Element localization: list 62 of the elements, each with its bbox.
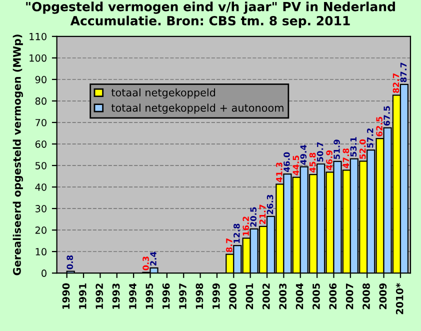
x-tick-label: 1992	[96, 284, 104, 309]
x-tick-label: 1994	[129, 283, 136, 309]
data-label: 26.3	[266, 194, 274, 214]
data-label: 57.2	[366, 128, 374, 148]
legend-label: totaal netgekoppeld	[111, 88, 216, 98]
x-tick-label: 2003	[279, 284, 287, 310]
data-label: 0.3	[142, 256, 149, 270]
data-label: 46.0	[284, 152, 290, 172]
x-tick-label: 1999	[212, 283, 220, 309]
data-label: 21.7	[259, 204, 266, 224]
x-tick-label: 2009	[379, 283, 387, 310]
data-label: 44.5	[292, 156, 300, 176]
data-label: 82.7	[392, 74, 400, 93]
y-tick-label: 100	[30, 54, 46, 62]
x-tick-label: 2005	[312, 283, 320, 310]
data-label: 41.3	[276, 162, 282, 182]
x-tick-label: 2010*	[396, 282, 404, 314]
x-tick-label: 1991	[79, 283, 86, 309]
data-label: 45.8	[309, 152, 316, 172]
data-label: 53.1	[350, 137, 357, 156]
y-tick-label: 30	[35, 205, 46, 212]
y-tick-label: 10	[36, 248, 46, 256]
data-label: 62.5	[376, 116, 382, 136]
data-label: 52.0	[359, 139, 366, 159]
data-label: 46.9	[326, 150, 332, 170]
data-label: 16.2	[242, 216, 249, 236]
x-tick-label: 2004	[296, 283, 304, 310]
x-tick-label: 2002	[262, 284, 270, 310]
x-tick-label: 1990	[62, 283, 70, 309]
y-tick-label: 60	[35, 140, 46, 148]
legend-label: totaal netgekoppeld + autonoom	[111, 104, 284, 114]
x-tick-label: 2006	[329, 283, 337, 310]
x-tick-label: 2008	[362, 283, 370, 310]
data-label: 51.9	[334, 140, 340, 160]
y-tick-label: 110	[30, 32, 46, 40]
y-tick-label: 50	[35, 162, 46, 170]
x-tick-label: 2007	[346, 284, 354, 310]
y-tick-label: 0	[42, 270, 46, 277]
chart-title: "Opgesteld vermogen eind v/h jaar" PV in Nederland Accumulatie. Bron: CBS tm. 8 sep. 2011	[26, 2, 395, 28]
y-tick-label: 20	[35, 226, 46, 234]
data-label: 20.5	[250, 207, 257, 227]
data-label: 2.4	[150, 252, 156, 266]
x-tick-label: 2001	[246, 283, 254, 310]
y-tick-label: 90	[35, 76, 46, 84]
data-label: 0.8	[66, 255, 74, 270]
data-label: 87.7	[400, 62, 407, 82]
data-label: 47.8	[342, 148, 350, 168]
y-tick-label: 80	[35, 97, 46, 105]
x-tick-label: 1996	[162, 283, 170, 309]
x-tick-label: 1998	[196, 283, 204, 309]
y-axis-title: Gerealiseerd opgesteld vermogen (MWp)	[12, 34, 23, 276]
x-tick-label: 1997	[179, 284, 186, 309]
y-tick-label: 70	[36, 118, 46, 126]
x-tick-label: 1995	[146, 283, 154, 309]
data-label: 50.7	[316, 142, 324, 162]
x-tick-label: 1993	[112, 284, 120, 309]
x-tick-label: 2000	[229, 283, 236, 310]
data-label: 8.7	[226, 238, 232, 252]
y-tick-label: 40	[35, 183, 46, 191]
data-label: 12.8	[234, 224, 240, 243]
data-label: 49.4	[300, 144, 307, 165]
data-label: 67.5	[384, 106, 390, 126]
